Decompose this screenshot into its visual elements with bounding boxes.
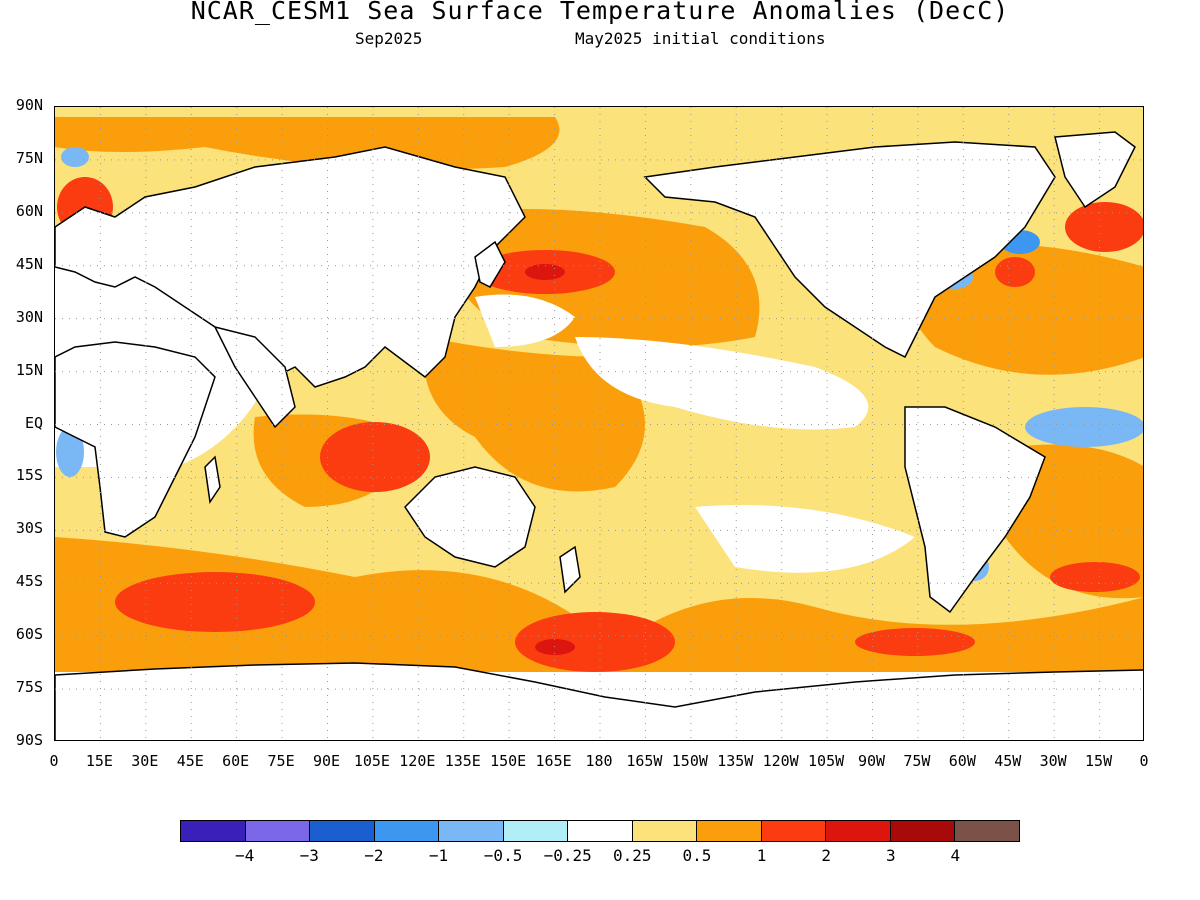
- latitude-label: 90S: [15, 731, 43, 749]
- latitude-label: 75N: [15, 148, 43, 167]
- longitude-label: 60E: [222, 752, 250, 770]
- continents: [55, 131, 1143, 740]
- south-atlantic-warm: [1005, 444, 1143, 599]
- longitude-label: 30E: [131, 752, 159, 770]
- colorbar-label: −2: [364, 846, 384, 865]
- colorbar-label: −0.5: [483, 846, 523, 865]
- tasman-hotspot: [515, 612, 675, 672]
- colorbar-label: 3: [885, 846, 896, 865]
- longitude-label: 45E: [176, 752, 204, 770]
- southeast-pacific-neutral: [695, 505, 915, 573]
- colorbar-box: [503, 821, 569, 841]
- longitude-label: 105W: [808, 752, 845, 770]
- arctic-warm: [55, 117, 560, 170]
- colorbar-label: 0.25: [613, 846, 652, 865]
- colorbar-box: [310, 821, 375, 841]
- colorbar-label: 1: [756, 846, 767, 865]
- longitude-label: 75E: [267, 752, 295, 770]
- south-pacific-hotspot: [855, 628, 975, 656]
- colorbar-box: [245, 821, 311, 841]
- colorbar-box: [439, 821, 504, 841]
- europe-asia: [55, 146, 526, 388]
- colorbar-box: [181, 821, 246, 841]
- gulf-stream-hotspot: [995, 257, 1035, 287]
- longitude-label: 150E: [490, 752, 527, 770]
- colorbar-box: [374, 821, 440, 841]
- longitude-label: 90W: [857, 752, 886, 770]
- colorbar-box: [761, 821, 827, 841]
- longitude-label: 105E: [353, 752, 390, 770]
- colorbar-label: −4: [234, 846, 255, 865]
- colorbar: [180, 820, 1020, 842]
- longitude-label: 45W: [994, 752, 1022, 770]
- kuroshio-core: [525, 264, 565, 280]
- longitude-label: 75W: [903, 752, 931, 770]
- longitude-label: 0: [1139, 752, 1149, 770]
- south-atlantic-hotspot: [1050, 562, 1140, 592]
- colorbar-box: [632, 821, 698, 841]
- arabia-india: [213, 325, 296, 429]
- latitude-label: 45S: [15, 572, 43, 591]
- longitude-label: 120W: [762, 752, 799, 770]
- madagascar: [204, 455, 221, 505]
- western-pacific-warm: [423, 337, 645, 492]
- initial-conditions: May2025 initial conditions: [575, 29, 826, 48]
- latitude-label: 75S: [15, 678, 43, 697]
- north-atlantic-hotspot: [1065, 202, 1143, 252]
- longitude-label: 165E: [535, 752, 572, 770]
- greenland: [1054, 131, 1136, 209]
- latitude-label: 60S: [15, 625, 43, 644]
- tropical-atlantic-cool: [1025, 407, 1143, 447]
- longitude-label: 180: [585, 752, 613, 770]
- sst-anomaly-map: [54, 106, 1144, 741]
- colorbar-label: 2: [821, 846, 831, 865]
- longitude-label: 150W: [671, 752, 708, 770]
- colorbar-box: [568, 821, 633, 841]
- latitude-label: 45N: [15, 254, 43, 273]
- longitude-label: 135E: [444, 752, 481, 770]
- chart-title: NCAR_CESM1 Sea Surface Temperature Anoma…: [190, 0, 1010, 25]
- longitude-label: 135W: [717, 752, 754, 770]
- longitude-label: 165W: [626, 752, 663, 770]
- colorbar-box: [955, 821, 1019, 841]
- latitude-label: EQ: [24, 413, 43, 432]
- longitude-label: 0: [49, 752, 59, 770]
- longitude-label: 90E: [312, 752, 341, 770]
- japan: [474, 240, 506, 288]
- latitude-label: 15N: [15, 360, 43, 379]
- south-america: [904, 406, 1046, 614]
- longitude-label: 15E: [85, 752, 113, 770]
- longitude-label: 60W: [948, 752, 976, 770]
- colorbar-label: −1: [428, 846, 449, 865]
- latitude-label: 15S: [15, 466, 43, 485]
- latitude-label: 30N: [15, 307, 43, 326]
- colorbar-box: [826, 821, 891, 841]
- latitude-label: 30S: [15, 519, 43, 538]
- colorbar-label: 4: [950, 846, 961, 865]
- longitude-label: 15W: [1085, 752, 1113, 770]
- colorbar-label: −3: [299, 846, 319, 865]
- east-pacific-neutral: [575, 337, 869, 430]
- map-svg: [55, 107, 1143, 740]
- greenland-sea-cool: [61, 147, 89, 167]
- latitude-label: 60N: [15, 201, 43, 220]
- antarctica: [55, 662, 1143, 740]
- colorbar-label: −0.25: [543, 846, 592, 865]
- colorbar-label: 0.5: [682, 846, 712, 865]
- australia: [404, 466, 536, 568]
- latitude-label: 90N: [15, 96, 43, 114]
- south-indian-hotspot: [115, 572, 315, 632]
- north-america: [643, 141, 1056, 359]
- colorbar-box: [697, 821, 762, 841]
- longitude-label: 120E: [399, 752, 436, 770]
- new-zealand: [559, 545, 581, 594]
- valid-month: Sep2025: [355, 29, 423, 48]
- indonesia-hotspot: [320, 422, 430, 492]
- colorbar-box: [890, 821, 956, 841]
- longitude-label: 30W: [1039, 752, 1067, 770]
- kuroshio-neutral: [475, 294, 575, 347]
- benguela-cool: [56, 427, 84, 477]
- grid-lines: [55, 107, 1143, 740]
